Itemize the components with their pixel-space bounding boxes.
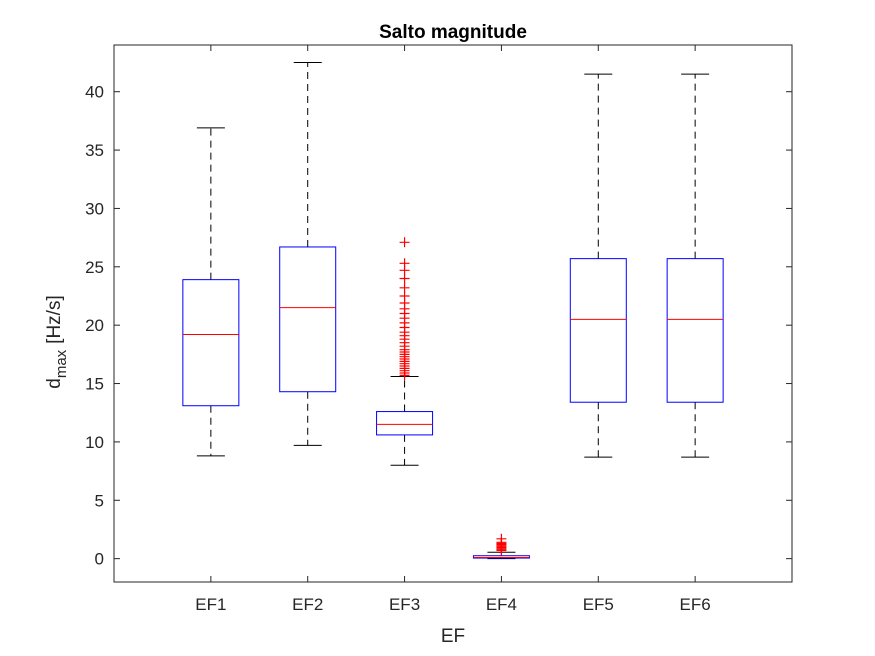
- box-iqr: [569, 258, 627, 403]
- y-tick-label: 10: [85, 433, 104, 452]
- y-axis-label-unit: [Hz/s]: [44, 295, 65, 344]
- x-tick-label: EF5: [583, 595, 614, 614]
- y-axis-label-main: d: [44, 378, 65, 389]
- x-tick-label: EF6: [680, 595, 711, 614]
- x-tick-label: EF2: [292, 595, 323, 614]
- y-tick-label: 0: [95, 550, 104, 569]
- outlier-point: [399, 258, 410, 269]
- y-tick-label: 35: [85, 141, 104, 160]
- y-tick-label: 15: [85, 375, 104, 394]
- outlier-point: [399, 282, 410, 293]
- y-axis-label: dmax [Hz/s]: [44, 295, 70, 388]
- box-iqr: [182, 279, 240, 407]
- y-axis-label-subscript: max: [53, 349, 70, 378]
- y-tick-label: 30: [85, 199, 104, 218]
- y-tick-label: 5: [95, 491, 104, 510]
- box-iqr: [279, 246, 337, 393]
- y-tick-label: 20: [85, 316, 104, 335]
- plot-area: 0 5 10 15 20 25 30 35 40 EF1 EF2 EF3 EF4 EF5 EF6: [85, 44, 793, 614]
- outlier-point: [496, 533, 507, 544]
- box-iqr: [376, 411, 434, 436]
- x-axis-label: EF: [441, 626, 465, 647]
- box-iqr: [472, 555, 530, 559]
- chart-title: Salto magnitude: [379, 22, 527, 43]
- x-tick-label: EF1: [195, 595, 226, 614]
- x-tick-label: EF4: [486, 595, 517, 614]
- box-iqr: [666, 258, 724, 403]
- y-tick-label: 40: [85, 83, 104, 102]
- plot-frame: [113, 44, 793, 583]
- x-tick-label: EF3: [389, 595, 420, 614]
- outlier-point: [399, 237, 410, 248]
- y-tick-label: 25: [85, 258, 104, 277]
